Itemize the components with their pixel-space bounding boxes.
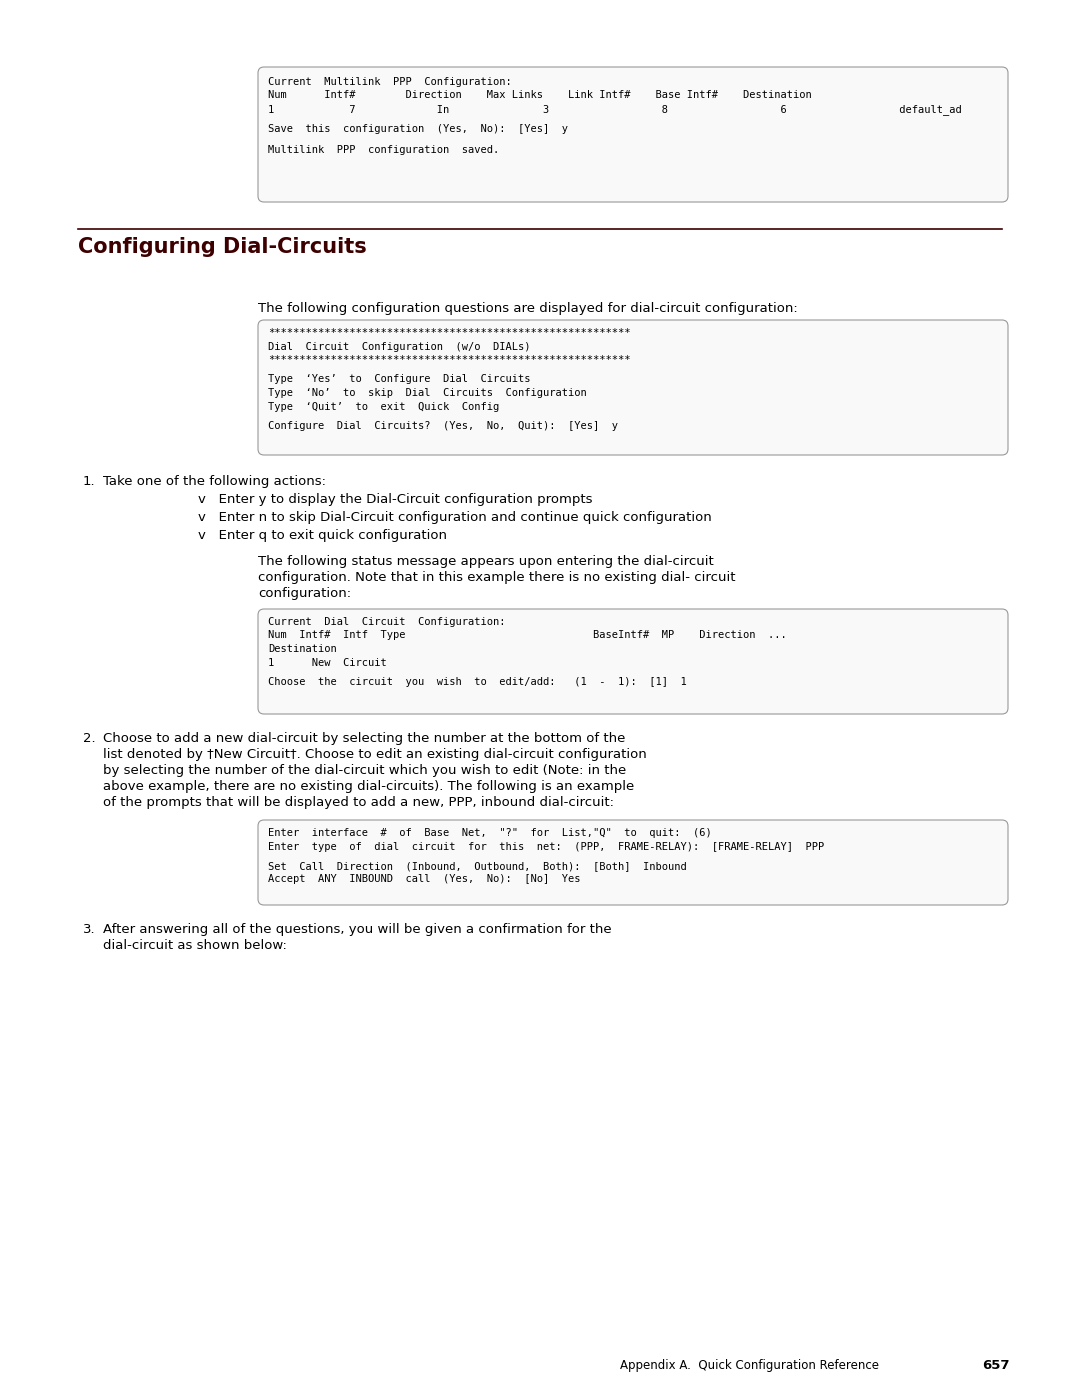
- Text: 1.: 1.: [83, 475, 96, 488]
- Text: Type  ‘No’  to  skip  Dial  Circuits  Configuration: Type ‘No’ to skip Dial Circuits Configur…: [268, 388, 586, 398]
- Text: **********************************************************: ****************************************…: [268, 355, 631, 365]
- FancyBboxPatch shape: [258, 609, 1008, 714]
- Text: 657: 657: [983, 1359, 1010, 1372]
- Text: After answering all of the questions, you will be given a confirmation for the: After answering all of the questions, yo…: [103, 923, 611, 936]
- Text: of the prompts that will be displayed to add a new, PPP, inbound dial-circuit:: of the prompts that will be displayed to…: [103, 796, 615, 809]
- Text: configuration. Note that in this example there is no existing dial- circuit: configuration. Note that in this example…: [258, 571, 735, 584]
- Text: Num      Intf#        Direction    Max Links    Link Intf#    Base Intf#    Dest: Num Intf# Direction Max Links Link Intf#…: [268, 91, 812, 101]
- Text: 2.: 2.: [83, 732, 96, 745]
- FancyBboxPatch shape: [258, 820, 1008, 905]
- Text: Dial  Circuit  Configuration  (w/o  DIALs): Dial Circuit Configuration (w/o DIALs): [268, 341, 530, 352]
- Text: Choose  the  circuit  you  wish  to  edit/add:   (1  -  1):  [1]  1: Choose the circuit you wish to edit/add:…: [268, 678, 687, 687]
- Text: dial-circuit as shown below:: dial-circuit as shown below:: [103, 939, 287, 951]
- FancyBboxPatch shape: [258, 320, 1008, 455]
- Text: v   Enter y to display the Dial-Circuit configuration prompts: v Enter y to display the Dial-Circuit co…: [198, 493, 593, 506]
- Text: Save  this  configuration  (Yes,  No):  [Yes]  y: Save this configuration (Yes, No): [Yes]…: [268, 124, 568, 134]
- Text: Accept  ANY  INBOUND  call  (Yes,  No):  [No]  Yes: Accept ANY INBOUND call (Yes, No): [No] …: [268, 875, 581, 884]
- Text: The following configuration questions are displayed for dial-circuit configurati: The following configuration questions ar…: [258, 302, 798, 314]
- Text: 1            7             In               3                  8                : 1 7 In 3 8: [268, 103, 962, 115]
- Text: Configure  Dial  Circuits?  (Yes,  No,  Quit):  [Yes]  y: Configure Dial Circuits? (Yes, No, Quit)…: [268, 420, 618, 432]
- Text: Type  ‘Quit’  to  exit  Quick  Config: Type ‘Quit’ to exit Quick Config: [268, 401, 499, 412]
- Text: Multilink  PPP  configuration  saved.: Multilink PPP configuration saved.: [268, 145, 499, 155]
- Text: Take one of the following actions:: Take one of the following actions:: [103, 475, 326, 488]
- Text: Appendix A.  Quick Configuration Reference: Appendix A. Quick Configuration Referenc…: [620, 1359, 879, 1372]
- Text: by selecting the number of the dial-circuit which you wish to edit (Note: in the: by selecting the number of the dial-circ…: [103, 764, 626, 777]
- Text: Configuring Dial-Circuits: Configuring Dial-Circuits: [78, 237, 367, 257]
- Text: The following status message appears upon entering the dial-circuit: The following status message appears upo…: [258, 555, 714, 569]
- Text: 3.: 3.: [83, 923, 96, 936]
- Text: v   Enter n to skip Dial-Circuit configuration and continue quick configuration: v Enter n to skip Dial-Circuit configura…: [198, 511, 712, 524]
- Text: Enter  type  of  dial  circuit  for  this  net:  (PPP,  FRAME-RELAY):  [FRAME-RE: Enter type of dial circuit for this net:…: [268, 841, 824, 852]
- FancyBboxPatch shape: [258, 67, 1008, 203]
- Text: Current  Multilink  PPP  Configuration:: Current Multilink PPP Configuration:: [268, 77, 512, 87]
- Text: v   Enter q to exit quick configuration: v Enter q to exit quick configuration: [198, 529, 447, 542]
- Text: Enter  interface  #  of  Base  Net,  "?"  for  List,"Q"  to  quit:  (6): Enter interface # of Base Net, "?" for L…: [268, 828, 712, 838]
- Text: 1      New  Circuit: 1 New Circuit: [268, 658, 387, 668]
- Text: Type  ‘Yes’  to  Configure  Dial  Circuits: Type ‘Yes’ to Configure Dial Circuits: [268, 374, 530, 384]
- Text: configuration:: configuration:: [258, 587, 351, 599]
- Text: Destination: Destination: [268, 644, 337, 654]
- Text: Current  Dial  Circuit  Configuration:: Current Dial Circuit Configuration:: [268, 617, 505, 627]
- Text: Num  Intf#  Intf  Type                              BaseIntf#  MP    Direction  : Num Intf# Intf Type BaseIntf# MP Directi…: [268, 630, 786, 640]
- Text: list denoted by †New Circuit†. Choose to edit an existing dial-circuit configura: list denoted by †New Circuit†. Choose to…: [103, 747, 647, 761]
- Text: **********************************************************: ****************************************…: [268, 328, 631, 338]
- Text: above example, there are no existing dial-circuits). The following is an example: above example, there are no existing dia…: [103, 780, 634, 793]
- Text: Set  Call  Direction  (Inbound,  Outbound,  Both):  [Both]  Inbound: Set Call Direction (Inbound, Outbound, B…: [268, 861, 687, 870]
- Text: Choose to add a new dial-circuit by selecting the number at the bottom of the: Choose to add a new dial-circuit by sele…: [103, 732, 625, 745]
